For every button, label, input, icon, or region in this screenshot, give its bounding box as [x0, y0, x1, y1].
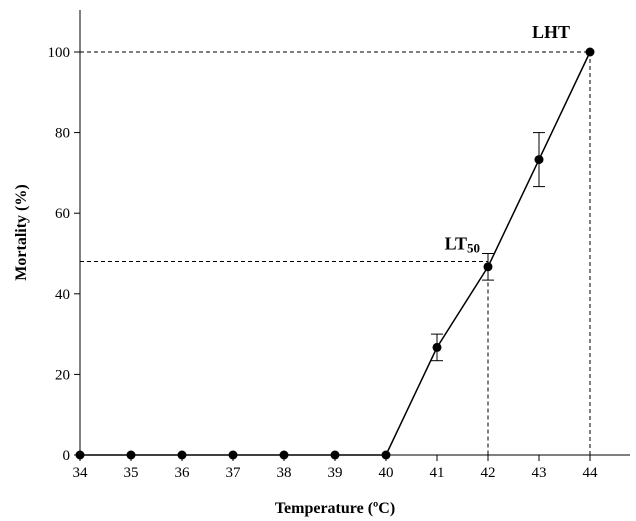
x-tick-label: 40: [379, 465, 394, 481]
data-point: [483, 262, 493, 272]
x-tick-label: 43: [532, 465, 547, 481]
x-tick-label: 37: [226, 465, 242, 481]
y-tick-label: 100: [48, 45, 71, 61]
y-tick-label: 0: [63, 448, 71, 464]
data-point: [279, 450, 289, 460]
series-line: [80, 51, 591, 456]
data-point: [330, 450, 340, 460]
annotation-lt50: LT50: [445, 234, 480, 256]
data-point: [432, 342, 442, 352]
x-tick-label: 42: [481, 465, 496, 481]
annotation-lht: LHT: [532, 22, 570, 42]
y-tick-label: 80: [55, 126, 70, 142]
data-point: [585, 47, 595, 57]
data-series: [75, 47, 595, 460]
x-axis-title: Temperature (ºC): [275, 500, 395, 517]
x-tick-label: 38: [277, 465, 292, 481]
x-tick-label: 41: [430, 465, 445, 481]
data-point: [381, 450, 391, 460]
x-tick-label: 34: [73, 465, 89, 481]
y-tick-label: 60: [55, 206, 70, 222]
data-point: [534, 155, 544, 165]
y-tick-label: 40: [55, 287, 70, 303]
x-tick-label: 44: [583, 465, 599, 481]
x-tick-label: 36: [175, 465, 191, 481]
data-point: [126, 450, 136, 460]
labels: Temperature (ºC) Mortality (%) LT50 LHT: [13, 22, 570, 517]
axes: 0 20 40 60 80 100 34 35 36 37 38 39 40 41 42 43 44: [48, 10, 630, 481]
data-point: [177, 450, 187, 460]
x-tick-label: 35: [124, 465, 139, 481]
y-axis-title: Mortality (%): [13, 184, 30, 280]
data-point: [228, 450, 238, 460]
x-tick-label: 39: [328, 465, 343, 481]
y-tick-label: 20: [55, 367, 70, 383]
reference-guides: [80, 51, 591, 455]
data-point: [75, 450, 85, 460]
